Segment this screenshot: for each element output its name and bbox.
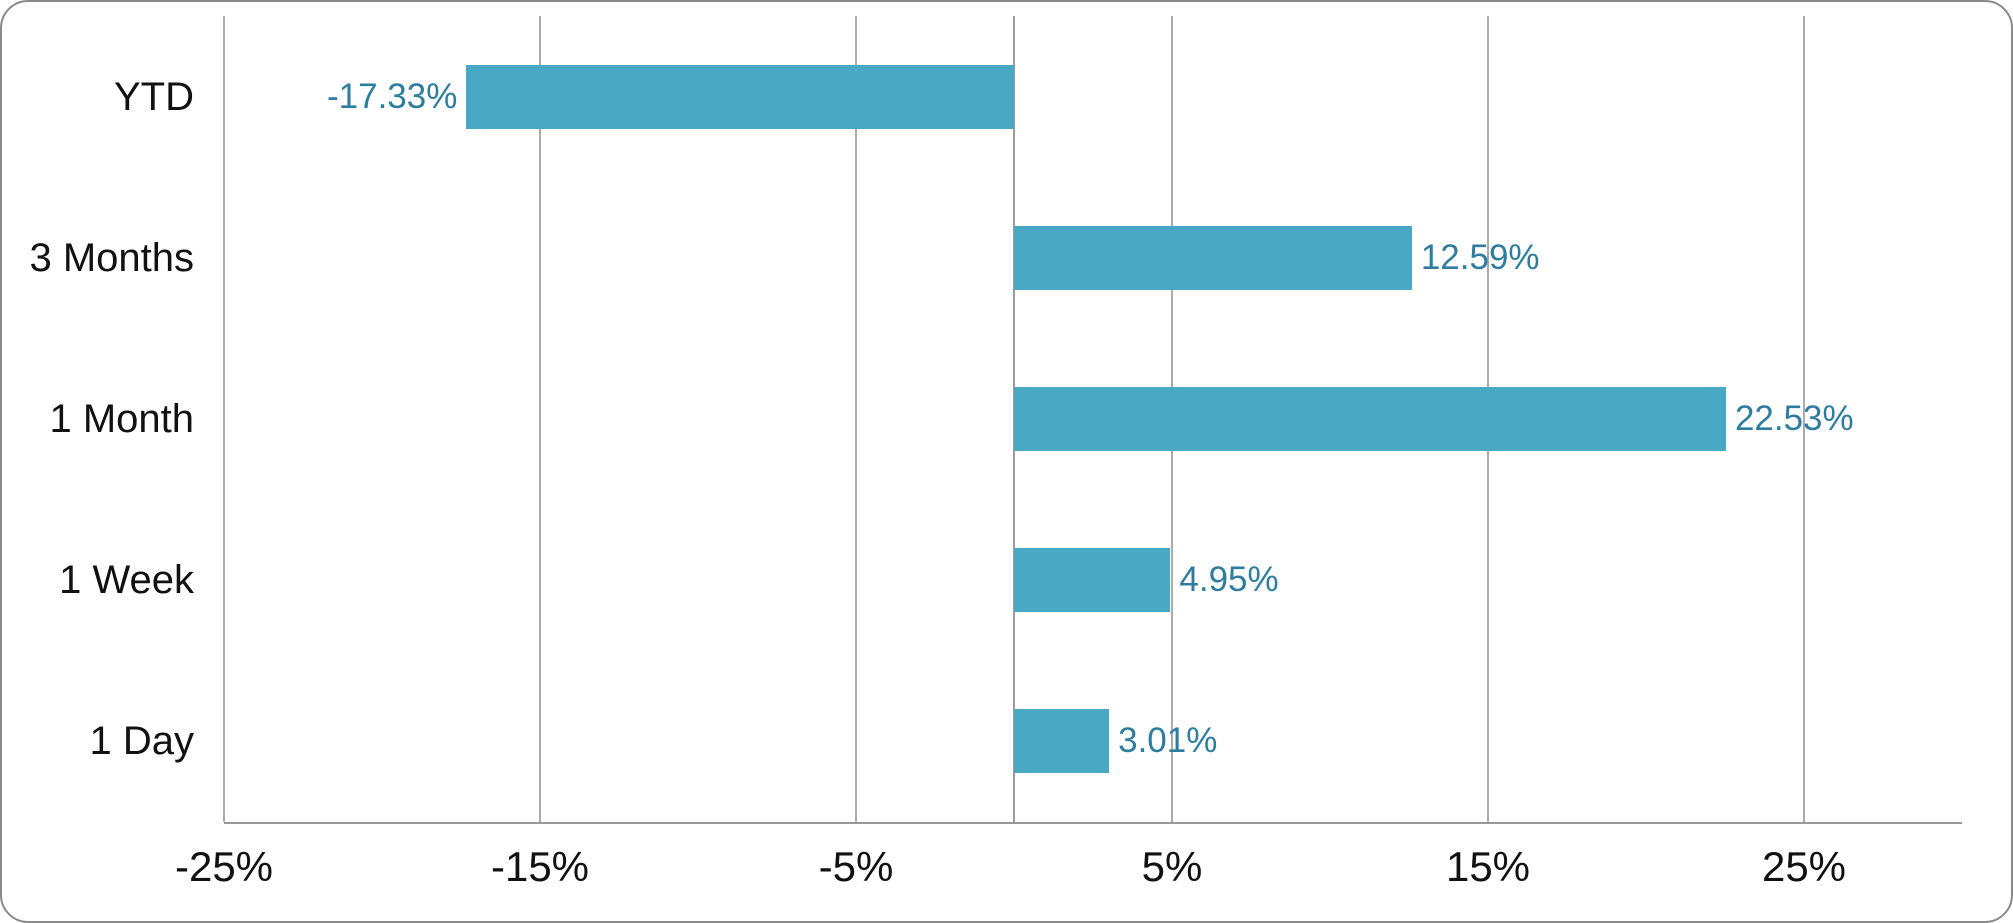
gridline (539, 16, 541, 822)
x-tick-label: -5% (818, 843, 894, 890)
category-label: 1 Week (59, 558, 194, 603)
bar-value-label: 4.95% (1179, 560, 1279, 600)
category-label: 1 Month (49, 397, 194, 441)
x-tick-label: -15% (490, 843, 590, 890)
plot-area: -17.33% 12.59% 22.53% 4.95% 3.01% (223, 16, 1962, 824)
gridline (855, 16, 857, 822)
bar-value-label: -17.33% (326, 76, 458, 116)
bar (1014, 709, 1110, 774)
bar-value-label: 22.53% (1734, 399, 1854, 438)
bar-value-label: 3.01% (1118, 721, 1218, 761)
bar (1014, 548, 1171, 613)
category-label: YTD (114, 74, 194, 119)
x-tick-label: -25% (174, 843, 274, 890)
bar-value-label: 12.59% (1420, 237, 1540, 277)
bar (466, 64, 1014, 129)
bar (1014, 387, 1726, 451)
bar (1014, 225, 1412, 290)
gridline (1803, 16, 1805, 822)
x-tick-label: 15% (1445, 843, 1531, 890)
x-tick-label: 5% (1141, 843, 1203, 890)
gridline (223, 16, 225, 822)
category-label: 1 Day (89, 719, 195, 764)
x-tick-label: 25% (1761, 843, 1847, 890)
category-label: 3 Months (29, 235, 194, 280)
